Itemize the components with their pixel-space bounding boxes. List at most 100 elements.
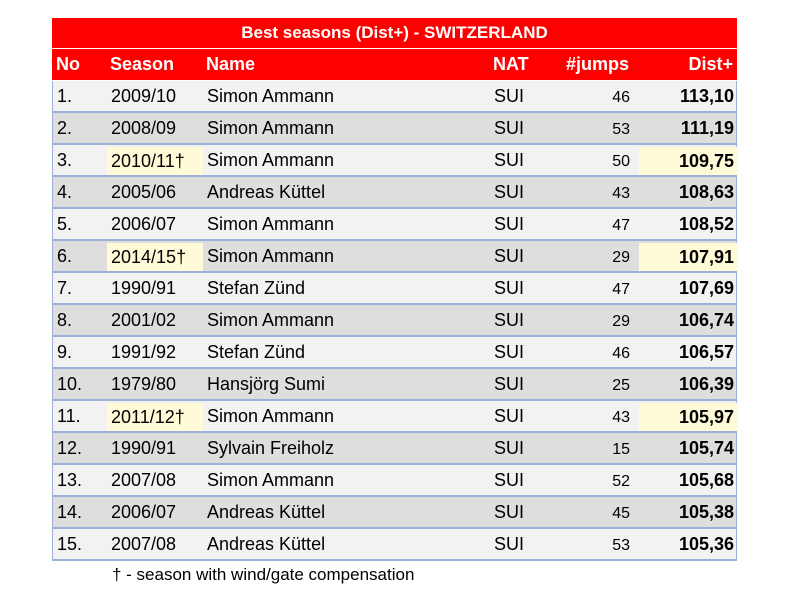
cell-dist-plus: 113,10: [679, 85, 734, 106]
cell-jumps: 52: [612, 473, 630, 490]
header-jumps: #jumps: [565, 54, 629, 74]
cell-season: 1990/91: [111, 277, 177, 298]
cell-nat: SUI: [494, 533, 525, 554]
cell-dist-plus: 106,74: [678, 309, 734, 330]
cell-name: Simon Ammann: [207, 85, 335, 106]
cell-season: 1991/92: [111, 341, 177, 362]
cell-season: 2010/11†: [107, 147, 203, 175]
cell-dist-plus: 105,38: [678, 501, 734, 522]
cell-season: 2011/12†: [107, 403, 203, 431]
table-row: 7. 1990/91 Stefan Zünd SUI 47 107,69: [52, 273, 737, 305]
cell-name: Hansjörg Sumi: [207, 373, 326, 394]
cell-name: Simon Ammann: [207, 405, 335, 426]
cell-nat: SUI: [494, 373, 525, 394]
cell-nat: SUI: [494, 85, 525, 106]
cell-dist-plus: 107,91: [639, 243, 738, 271]
footnote: † - season with wind/gate compensation: [112, 565, 415, 584]
cell-no: 13.: [57, 469, 83, 490]
cell-jumps: 46: [612, 89, 630, 106]
cell-dist-plus: 108,63: [678, 181, 734, 202]
cell-jumps: 45: [612, 505, 630, 522]
cell-nat: SUI: [494, 117, 525, 138]
cell-dist-plus: 109,75: [639, 147, 738, 175]
cell-nat: SUI: [494, 341, 525, 362]
cell-no: 14.: [57, 501, 83, 522]
cell-jumps: 15: [612, 441, 630, 458]
table-row: 10. 1979/80 Hansjörg Sumi SUI 25 106,39: [52, 369, 737, 401]
cell-season: 2008/09: [111, 117, 177, 138]
header-row: No Season Name NAT #jumps Dist+: [52, 49, 737, 80]
cell-season: 2005/06: [111, 181, 177, 202]
cell-nat: SUI: [494, 309, 525, 330]
cell-name: Simon Ammann: [207, 213, 335, 234]
cell-season: 2014/15†: [107, 243, 203, 271]
cell-nat: SUI: [494, 149, 525, 170]
table-row: 4. 2005/06 Andreas Küttel SUI 43 108,63: [52, 177, 737, 209]
cell-name: Andreas Küttel: [207, 501, 326, 522]
cell-jumps: 53: [612, 121, 630, 138]
cell-dist-plus: 106,39: [678, 373, 734, 394]
cell-no: 15.: [57, 533, 83, 554]
cell-no: 2.: [57, 117, 73, 138]
table-row: 3. 2010/11† Simon Ammann SUI 50 109,75: [52, 145, 738, 177]
cell-no: 10.: [57, 373, 83, 394]
cell-name: Stefan Zünd: [207, 277, 306, 298]
cell-season: 2009/10: [111, 85, 177, 106]
cell-nat: SUI: [494, 405, 525, 426]
cell-jumps: 47: [612, 217, 630, 234]
cell-dist-plus: 105,36: [678, 533, 734, 554]
cell-name: Simon Ammann: [207, 245, 335, 266]
header-season: Season: [110, 54, 175, 74]
cell-nat: SUI: [494, 501, 525, 522]
cell-jumps: 43: [612, 185, 630, 202]
cell-no: 5.: [57, 213, 73, 234]
cell-season: 1979/80: [111, 373, 177, 394]
cell-jumps: 47: [612, 281, 630, 298]
cell-no: 6.: [57, 245, 73, 266]
cell-jumps: 53: [612, 537, 630, 554]
cell-dist-plus: 111,19: [680, 117, 734, 138]
cell-no: 1.: [57, 85, 73, 106]
cell-name: Stefan Zünd: [207, 341, 306, 362]
cell-season: 2007/08: [111, 533, 177, 554]
cell-no: 12.: [57, 437, 83, 458]
cell-nat: SUI: [494, 245, 525, 266]
header-name: Name: [206, 54, 256, 74]
cell-name: Simon Ammann: [207, 469, 335, 490]
cell-dist-plus: 108,52: [678, 213, 734, 234]
cell-no: 3.: [57, 149, 73, 170]
cell-jumps: 46: [612, 345, 630, 362]
cell-season: 2001/02: [111, 309, 177, 330]
table-row: 13. 2007/08 Simon Ammann SUI 52 105,68: [52, 465, 737, 497]
cell-name: Andreas Küttel: [207, 533, 326, 554]
cell-season: 1990/91: [111, 437, 177, 458]
cell-jumps: 29: [612, 313, 630, 330]
cell-name: Andreas Küttel: [207, 181, 326, 202]
cell-jumps: 50: [612, 153, 630, 170]
header-nat: NAT: [493, 54, 529, 74]
table-title: Best seasons (Dist+) - SWITZERLAND: [52, 18, 737, 49]
cell-no: 4.: [57, 181, 73, 202]
header-no: No: [56, 54, 80, 74]
header-dist-plus: Dist+: [688, 54, 733, 74]
cell-no: 7.: [57, 277, 73, 298]
cell-season: 2007/08: [111, 469, 177, 490]
table-row: 14. 2006/07 Andreas Küttel SUI 45 105,38: [52, 497, 737, 529]
table-row: 1. 2009/10 Simon Ammann SUI 46 113,10: [52, 81, 737, 113]
cell-nat: SUI: [494, 277, 525, 298]
cell-season: 2006/07: [111, 501, 177, 522]
table-row: 2. 2008/09 Simon Ammann SUI 53 111,19: [52, 113, 737, 145]
cell-dist-plus: 105,74: [678, 437, 734, 458]
table-row: 11. 2011/12† Simon Ammann SUI 43 105,97: [52, 401, 738, 433]
cell-dist-plus: 107,69: [678, 277, 734, 298]
cell-no: 8.: [57, 309, 73, 330]
cell-nat: SUI: [494, 181, 525, 202]
cell-name: Sylvain Freiholz: [207, 437, 335, 458]
table-row: 9. 1991/92 Stefan Zünd SUI 46 106,57: [52, 337, 737, 369]
cell-no: 9.: [57, 341, 73, 362]
cell-jumps: 43: [612, 409, 630, 426]
table-row: 12. 1990/91 Sylvain Freiholz SUI 15 105,74: [52, 433, 737, 465]
cell-name: Simon Ammann: [207, 117, 335, 138]
cell-name: Simon Ammann: [207, 149, 335, 170]
table-row: 6. 2014/15† Simon Ammann SUI 29 107,91: [52, 241, 738, 273]
